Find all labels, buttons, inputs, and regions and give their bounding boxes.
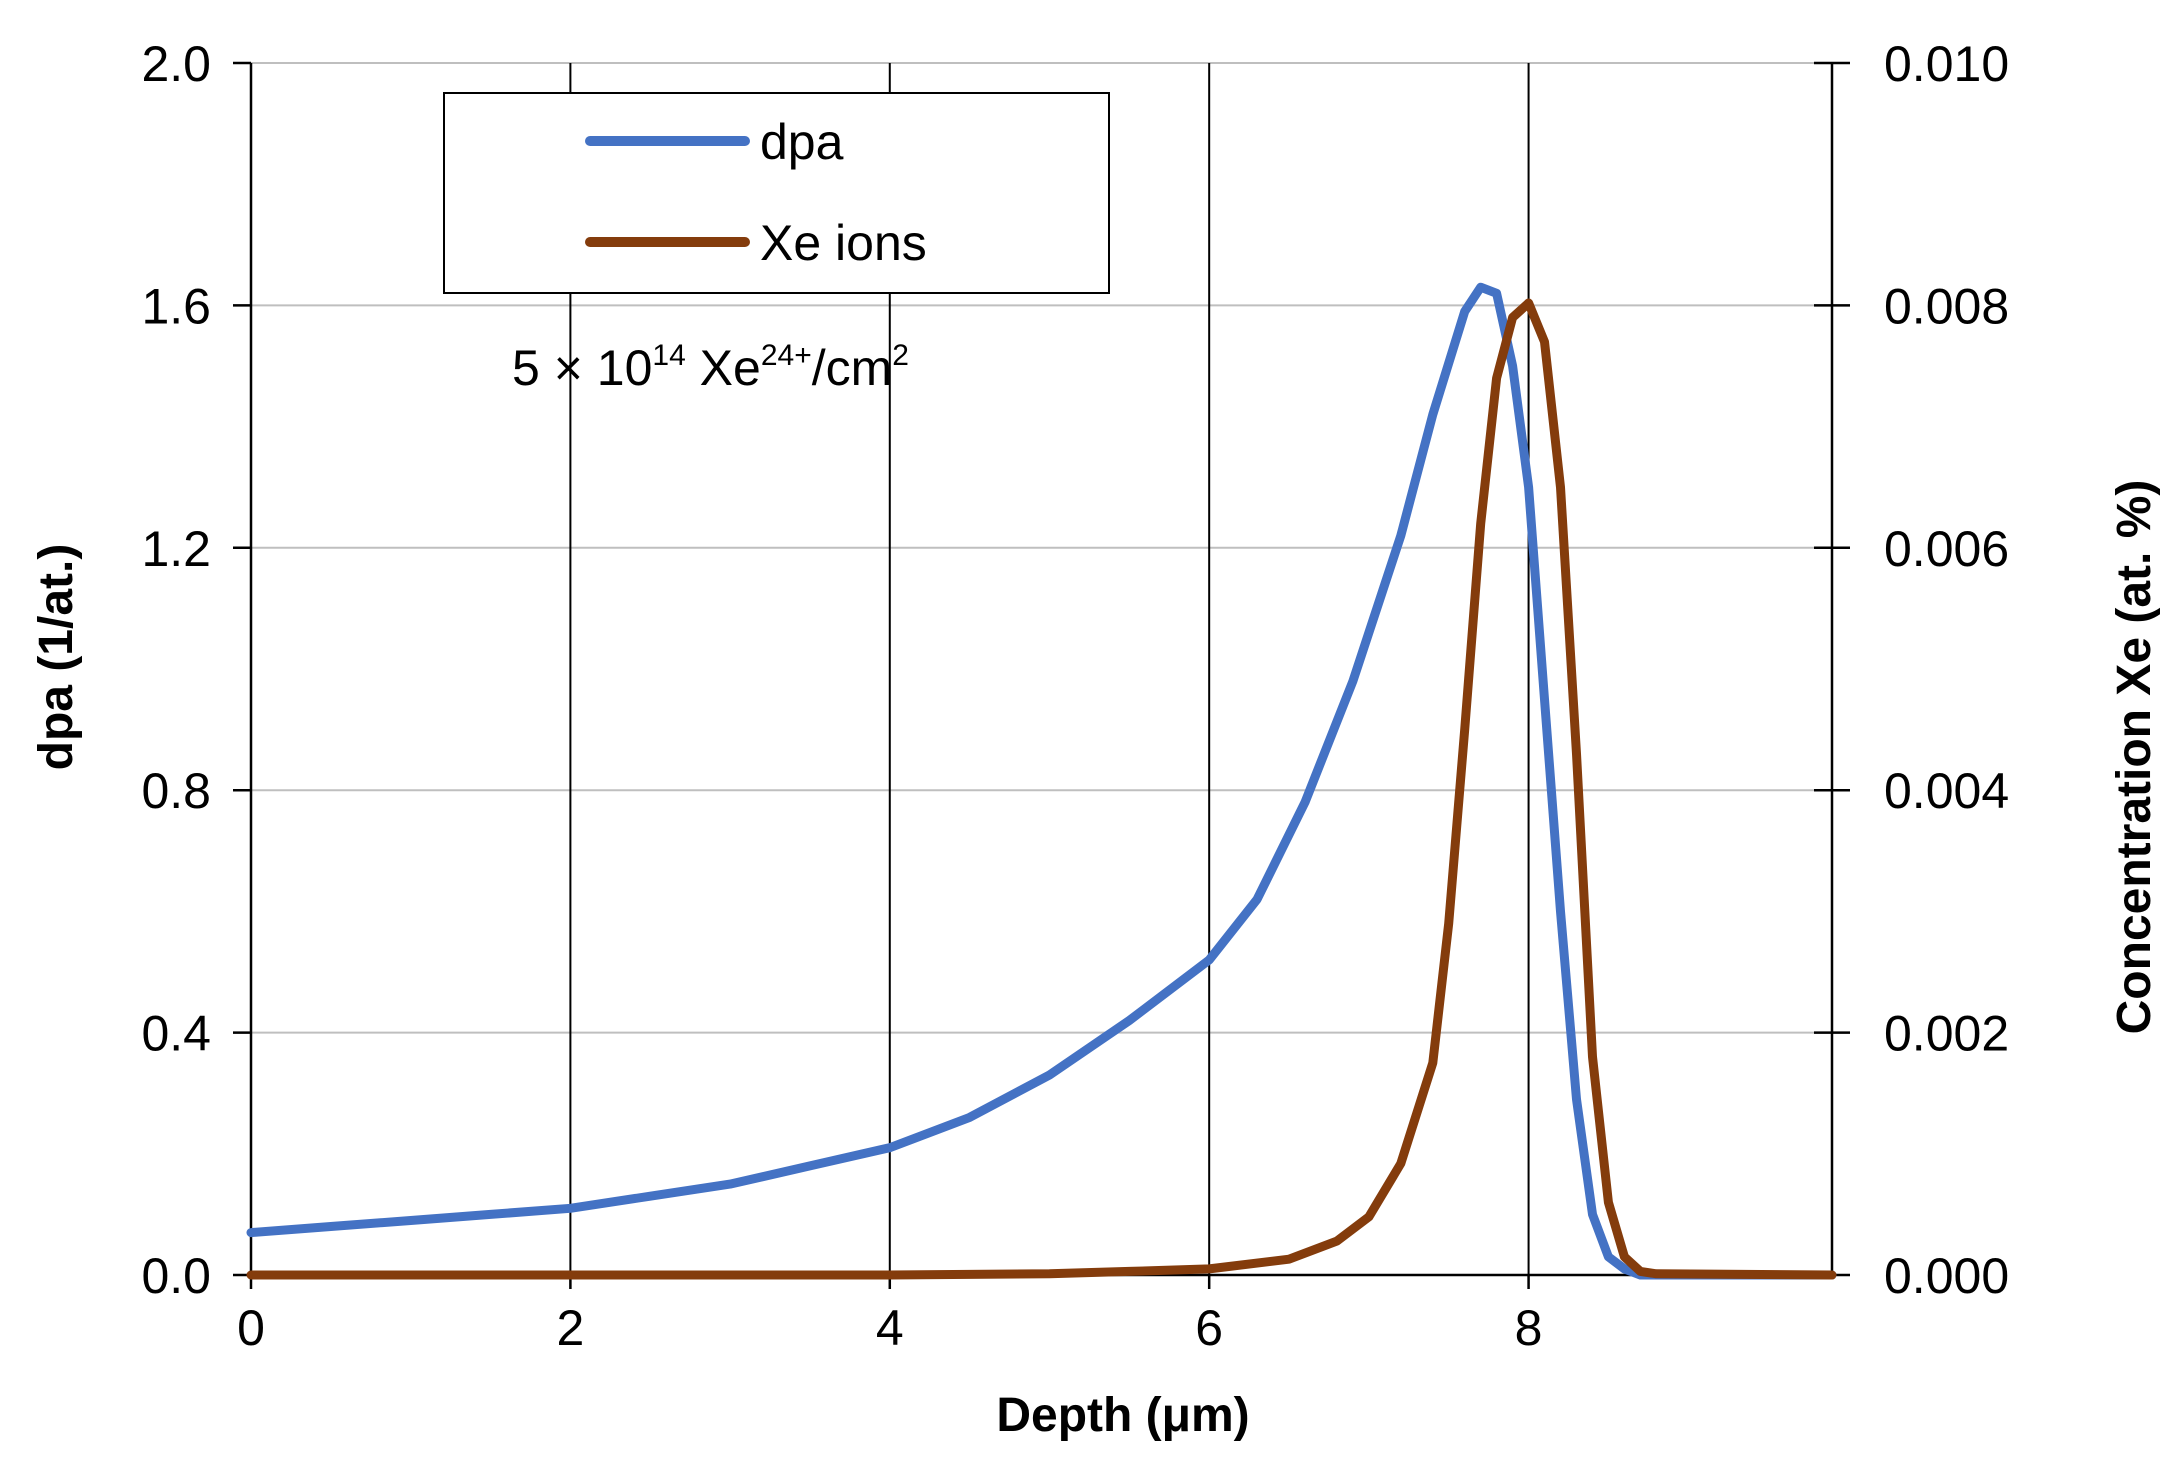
- annotation-exp2: 24+: [761, 339, 812, 372]
- legend-label-xe: Xe ions: [760, 215, 927, 271]
- x-axis-title: Depth (μm): [996, 1389, 1249, 1442]
- labels-layer: 0.0 0.4 0.8 1.2 1.6 2.0 0.000 0.002 0.004 0.006 0.…: [141, 36, 2009, 1356]
- y-tick-label: 1.2: [141, 521, 211, 577]
- y2-tick-label: 0.008: [1884, 278, 2009, 334]
- y2-tick-label: 0.002: [1884, 1006, 2009, 1062]
- series-line-xe-ions: [246, 298, 1837, 1280]
- legend-label-dpa: dpa: [760, 114, 844, 170]
- annotation-exp1: 14: [652, 339, 685, 372]
- y-tick-label: 0.0: [141, 1248, 211, 1304]
- y-tick-label: 0.8: [141, 763, 211, 819]
- y-tick-label: 1.6: [141, 278, 211, 334]
- y2-tick-label: 0.010: [1884, 36, 2009, 92]
- x-tick-label: 8: [1515, 1300, 1543, 1356]
- y-axis-title: dpa (1/at.): [30, 544, 83, 771]
- x-tick-label: 6: [1195, 1300, 1223, 1356]
- annotation-suffix: /cm: [812, 340, 893, 396]
- y-tick-label: 2.0: [141, 36, 211, 92]
- annotation-mid: Xe: [686, 340, 761, 396]
- x-tick-label: 2: [556, 1300, 584, 1356]
- series-line-dpa: [246, 282, 1837, 1280]
- annotation-prefix: 5 × 10: [512, 340, 652, 396]
- y-tick-label: 0.4: [141, 1006, 211, 1062]
- y2-tick-label: 0.000: [1884, 1248, 2009, 1304]
- fluence-annotation: 5 × 1014 Xe24+/cm2: [512, 339, 909, 396]
- series-layer: [246, 282, 1837, 1280]
- legend: dpa Xe ions: [443, 92, 1110, 294]
- x-tick-label: 0: [237, 1300, 265, 1356]
- y2-tick-label: 0.004: [1884, 763, 2009, 819]
- y2-axis-title: Concentration Xe (at. %): [2108, 480, 2161, 1035]
- y2-tick-label: 0.006: [1884, 521, 2009, 577]
- annotation-exp3: 2: [892, 339, 909, 372]
- x-tick-label: 4: [876, 1300, 904, 1356]
- legend-box: [443, 92, 1110, 294]
